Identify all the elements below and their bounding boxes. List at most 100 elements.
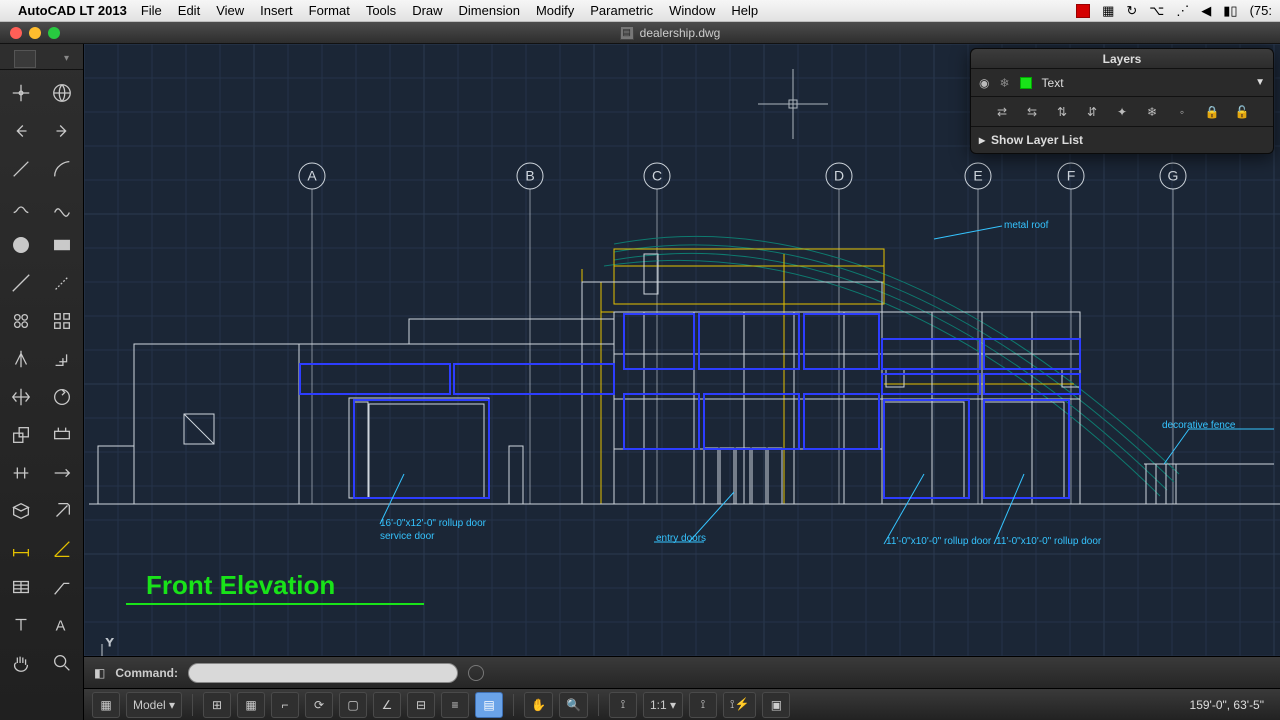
annotation-scale-button[interactable]: 1:1 ▾ [643,692,683,718]
layer-tool-lock[interactable]: 🔒 [1201,101,1223,123]
tool-arc[interactable] [42,150,84,188]
show-layer-list-toggle[interactable]: ▸ Show Layer List [971,127,1273,153]
timemachine-icon[interactable]: ↻ [1126,3,1137,19]
wifi-icon[interactable]: ⋰ [1176,3,1189,19]
tool-mirror[interactable] [0,340,42,378]
layer-visibility-icon[interactable]: ◉ [979,76,989,90]
workspace-switching-button[interactable]: ▣ [762,692,790,718]
volume-icon[interactable]: ◀ [1201,3,1211,19]
lineweight-button[interactable]: ≡ [441,692,469,718]
bluetooth-icon[interactable]: ⌥ [1149,3,1164,19]
tool-pan[interactable] [0,644,42,682]
layer-dropdown-icon[interactable]: ▼ [1255,77,1265,88]
svg-text:B: B [525,168,534,184]
layer-tool-6[interactable]: ❄ [1141,101,1163,123]
tool-line[interactable] [0,150,42,188]
app-name: AutoCAD LT 2013 [18,3,127,18]
show-layer-list-label: Show Layer List [991,133,1083,147]
tool-block[interactable] [0,492,42,530]
menu-parametric[interactable]: Parametric [590,3,653,18]
document-icon: ▤ [620,26,634,40]
minimize-window-button[interactable] [29,27,41,39]
current-layer-row[interactable]: ◉ ❄ Text ▼ [971,69,1273,97]
close-window-button[interactable] [10,27,22,39]
menu-format[interactable]: Format [309,3,350,18]
menu-edit[interactable]: Edit [178,3,200,18]
battery-icon[interactable]: ▮▯ [1223,3,1237,19]
layer-tool-7[interactable]: ◦ [1171,101,1193,123]
otrack-button[interactable]: ∠ [373,692,401,718]
command-label: Command: [115,666,178,680]
zoom-window-button[interactable] [48,27,60,39]
pan-button[interactable]: ✋ [524,692,553,718]
mac-menubar: AutoCAD LT 2013 File Edit View Insert Fo… [0,0,1280,22]
polar-button[interactable]: ⟳ [305,692,333,718]
layers-panel[interactable]: Layers ◉ ❄ Text ▼ ⇄ ⇆ ⇅ ⇵ ✦ ❄ ◦ 🔒 🔓 ▸ [970,48,1274,154]
tool-globe[interactable] [42,74,84,112]
model-space-button[interactable]: Model ▾ [126,692,182,718]
tool-target[interactable] [0,74,42,112]
menu-insert[interactable]: Insert [260,3,293,18]
layer-tool-unlock[interactable]: 🔓 [1231,101,1253,123]
menu-file[interactable]: File [141,3,162,18]
tool-offset[interactable] [42,340,84,378]
tool-rotate[interactable] [42,378,84,416]
snap-grid-button[interactable]: ⊞ [203,692,231,718]
tool-spline[interactable] [42,188,84,226]
tool-erase[interactable] [42,492,84,530]
layer-tool-1[interactable]: ⇄ [991,101,1013,123]
tool-circle[interactable] [0,226,42,264]
tool-rectangle[interactable] [42,226,84,264]
document-title: dealership.dwg [640,26,721,40]
palette-menu-icon[interactable]: ▾ [64,53,69,64]
menu-dimension[interactable]: Dimension [459,3,520,18]
ortho-button[interactable]: ⌐ [271,692,299,718]
layer-freeze-icon[interactable]: ❄ [999,76,1009,90]
command-input[interactable] [188,663,458,683]
menu-draw[interactable]: Draw [412,3,442,18]
tool-text[interactable] [0,606,42,644]
tool-dimension-angular[interactable] [42,530,84,568]
layer-tool-2[interactable]: ⇆ [1021,101,1043,123]
tool-move[interactable] [0,378,42,416]
tool-leader[interactable] [42,568,84,606]
command-history-icon[interactable]: ◧ [94,666,105,680]
menu-view[interactable]: View [216,3,244,18]
layer-color-swatch[interactable] [1020,77,1032,89]
menu-tools[interactable]: Tools [366,3,396,18]
tool-undo[interactable] [0,112,42,150]
tool-trim[interactable] [0,454,42,492]
tool-zoom[interactable] [42,644,84,682]
dashboard-icon[interactable]: ▦ [1102,3,1114,19]
tool-array[interactable] [42,302,84,340]
layer-tool-5[interactable]: ✦ [1111,101,1133,123]
tool-scale[interactable] [0,416,42,454]
tool-ray[interactable] [42,264,84,302]
layout-quickview-button[interactable]: ▦ [92,692,120,718]
command-clear-icon[interactable] [468,665,484,681]
layer-tool-4[interactable]: ⇵ [1081,101,1103,123]
selection-cycling-button[interactable]: ▤ [475,692,503,718]
tool-table[interactable] [0,568,42,606]
tool-extend[interactable] [42,454,84,492]
osnap-button[interactable]: ▢ [339,692,367,718]
tool-construction-line[interactable] [0,264,42,302]
menu-help[interactable]: Help [731,3,758,18]
drawing-canvas[interactable]: ABCDEFG [84,44,1280,720]
grid-display-button[interactable]: ▦ [237,692,265,718]
annotation-visibility-button[interactable]: ⟟ [689,692,717,718]
tool-dimension[interactable] [0,530,42,568]
annotation-autoscale-button[interactable]: ⟟⚡ [723,692,756,718]
tool-mtext[interactable]: A [42,606,84,644]
annotation-scale-icon[interactable]: ⟟ [609,692,637,718]
tool-hatch[interactable] [0,302,42,340]
tool-polyline[interactable] [0,188,42,226]
palette-grip-icon[interactable] [14,50,36,68]
layer-tool-3[interactable]: ⇅ [1051,101,1073,123]
tool-stretch[interactable] [42,416,84,454]
tool-redo[interactable] [42,112,84,150]
dynamic-input-button[interactable]: ⊟ [407,692,435,718]
menu-window[interactable]: Window [669,3,715,18]
menu-modify[interactable]: Modify [536,3,574,18]
zoom-button[interactable]: 🔍 [559,692,588,718]
